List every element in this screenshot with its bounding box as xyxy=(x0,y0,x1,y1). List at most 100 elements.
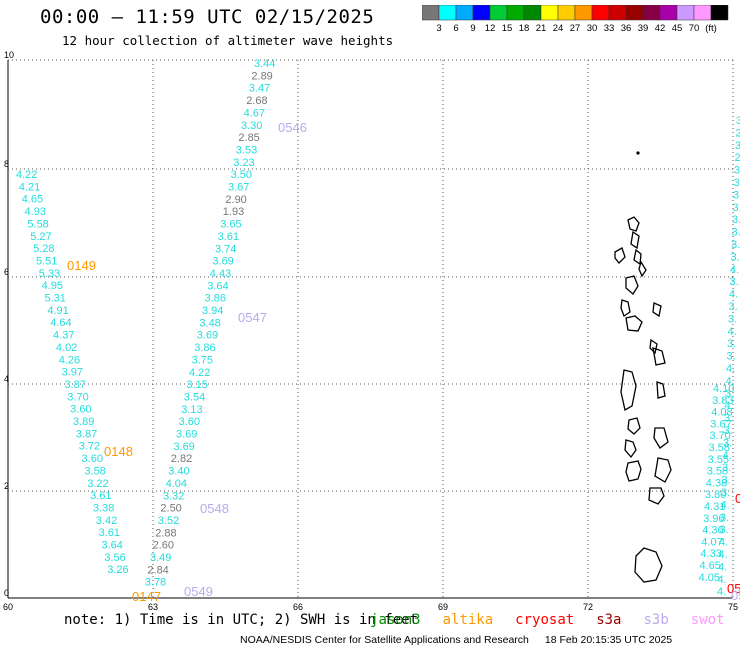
colorbar-label: 3 xyxy=(436,23,441,34)
swh-value-track-c-stacked: 3.58 xyxy=(707,466,728,478)
swh-value-track-b: 3.40 xyxy=(168,466,189,478)
swh-value-track-b: 4.22 xyxy=(189,367,210,379)
island-outline xyxy=(624,439,637,459)
swh-value-track-a: 3.61 xyxy=(90,490,111,502)
swh-value-track-a: 3.87 xyxy=(76,428,97,440)
x-tick-label: 63 xyxy=(148,602,158,612)
swh-value-track-a: 3.89 xyxy=(73,416,94,428)
swh-value-track-c: 3. xyxy=(734,177,740,189)
swh-value-track-b: 2.84 xyxy=(147,564,168,576)
swh-value-track-c: 3. xyxy=(724,425,733,437)
island-outline xyxy=(652,302,662,318)
swh-value-track-c-stacked: 4.65 xyxy=(700,560,721,572)
swh-value-track-b: 3.47 xyxy=(249,83,270,95)
island-dot xyxy=(636,151,640,155)
swh-value-track-c-stacked: 3.58 xyxy=(709,442,730,454)
colorbar-label: 24 xyxy=(553,23,564,34)
swh-value-track-a: 4.91 xyxy=(47,305,68,317)
swh-value-track-c: 3. xyxy=(736,115,740,127)
x-tick-label: 69 xyxy=(438,602,448,612)
swh-value-track-c: 4. xyxy=(726,363,735,375)
credit-text: NOAA/NESDIS Center for Satellite Applica… xyxy=(240,634,529,646)
pass-time-label: 05 xyxy=(727,581,740,596)
swh-value-track-b: 3.69 xyxy=(176,429,197,441)
swh-value-track-c: 4. xyxy=(718,561,727,573)
swh-value-track-a: 3.97 xyxy=(62,367,83,379)
swh-value-track-b: 2.90 xyxy=(225,194,246,206)
swh-value-track-c: 3. xyxy=(733,202,740,214)
colorbar-label: 30 xyxy=(587,23,598,34)
swh-value-track-b: 2.88 xyxy=(155,527,176,539)
swh-value-track-b: 3.53 xyxy=(236,144,257,156)
swh-value-track-b: 3.78 xyxy=(145,577,166,589)
swh-value-track-b: 3.50 xyxy=(231,169,252,181)
swh-value-track-c: 3. xyxy=(731,251,740,263)
swh-value-track-a: 3.61 xyxy=(99,527,120,539)
swh-value-track-c: 4. xyxy=(721,499,730,511)
swh-value-track-c-stacked: 4.10 xyxy=(713,383,734,395)
island-outline xyxy=(654,457,672,483)
x-tick-label: 72 xyxy=(583,602,593,612)
swh-value-track-b: 2.68 xyxy=(246,95,267,107)
legend-s3b: s3b xyxy=(643,612,669,628)
legend-s3a: s3a xyxy=(596,612,622,628)
colorbar-label: 70 xyxy=(689,23,700,34)
island-outline xyxy=(653,427,669,449)
swh-value-track-b: 3.64 xyxy=(207,280,228,292)
swh-value-track-b: 3.69 xyxy=(197,330,218,342)
swh-value-track-b: 3.23 xyxy=(233,157,254,169)
swh-value-track-c: 2. xyxy=(736,127,740,139)
swh-value-track-c: 3. xyxy=(722,475,731,487)
swh-value-track-a: 3.58 xyxy=(84,465,105,477)
swh-value-track-a: 4.93 xyxy=(25,206,46,218)
swh-value-track-a: 3.60 xyxy=(70,404,91,416)
swh-value-track-b: 3.86 xyxy=(194,342,215,354)
swh-value-track-b: 3.74 xyxy=(215,243,236,255)
x-tick-label: 66 xyxy=(293,602,303,612)
swh-value-track-c-stacked: 3.83 xyxy=(712,395,733,407)
swh-value-track-a: 5.33 xyxy=(39,268,60,280)
swh-value-track-b: 3.48 xyxy=(199,317,220,329)
swh-value-track-b: 3.69 xyxy=(212,256,233,268)
island-outline xyxy=(652,347,666,366)
colorbar-label: 36 xyxy=(621,23,632,34)
swh-value-track-a: 3.38 xyxy=(93,502,114,514)
swh-value-track-a: 3.22 xyxy=(87,478,108,490)
pass-time-label: 0547 xyxy=(238,310,267,325)
footer-credit: NOAA/NESDIS Center for Satellite Applica… xyxy=(240,634,672,646)
swh-value-track-b: 3.69 xyxy=(173,441,194,453)
island-outline xyxy=(649,338,658,355)
island-outline xyxy=(614,247,626,264)
swh-value-track-c: 3. xyxy=(729,301,738,313)
swh-value-track-b: 2.89 xyxy=(251,70,272,82)
pass-time-label: 05 xyxy=(731,588,740,603)
swh-value-track-b: 3.15 xyxy=(186,379,207,391)
swh-value-track-c-stacked: 4.36 xyxy=(702,525,723,537)
swh-value-track-b: 1.93 xyxy=(223,206,244,218)
swh-value-track-b: 3.30 xyxy=(241,120,262,132)
pass-time-label: 0149 xyxy=(67,258,96,273)
swh-value-track-c: 4. xyxy=(718,574,727,586)
swh-value-track-c: 4. xyxy=(723,450,732,462)
swh-value-track-a: 4.26 xyxy=(59,354,80,366)
swh-value-track-b: 2.82 xyxy=(171,453,192,465)
swh-value-track-c-stacked: 4.31 xyxy=(704,501,725,513)
colorbar-label: 6 xyxy=(453,23,458,34)
swh-value-track-a: 3.87 xyxy=(64,379,85,391)
swh-value-track-c-stacked: 3.80 xyxy=(705,489,726,501)
swh-value-track-b: 3.13 xyxy=(181,404,202,416)
swh-value-track-a: 3.60 xyxy=(82,453,103,465)
swh-value-track-b: 2.60 xyxy=(153,540,174,552)
colorbar-label: (ft) xyxy=(705,23,717,34)
swh-value-track-a: 3.56 xyxy=(104,552,125,564)
island-outline xyxy=(630,230,640,250)
swh-value-track-c: 3. xyxy=(731,239,740,251)
map-title: 00:00 – 11:59 UTC 02/15/2025 xyxy=(40,6,375,28)
swh-value-track-c: 3. xyxy=(732,214,740,226)
island-outline xyxy=(633,248,642,266)
swh-value-track-c: 3. xyxy=(725,388,734,400)
swh-value-track-b: 4.43 xyxy=(210,268,231,280)
map-subtitle: 12 hour collection of altimeter wave hei… xyxy=(62,33,394,48)
swh-value-track-c: 3. xyxy=(722,462,731,474)
island-outline xyxy=(656,381,666,399)
